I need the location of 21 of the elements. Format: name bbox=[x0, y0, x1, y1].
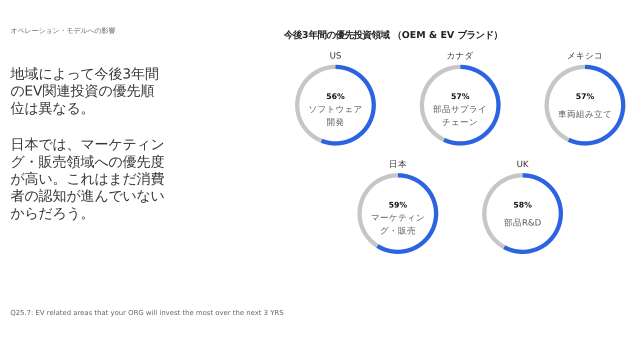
donut-slice bbox=[503, 173, 563, 254]
slice-label: 部品R&D bbox=[504, 218, 542, 229]
data-label: 57% bbox=[450, 92, 470, 102]
text: 地域によって今後3年間のEV関連投資の優先順位は異なる。 bbox=[9, 66, 160, 117]
donut-slice bbox=[568, 64, 626, 146]
slice-label: マーケティング・販売 bbox=[370, 213, 425, 236]
chart-title: メキシコ bbox=[566, 52, 603, 62]
chart-title: US bbox=[330, 52, 342, 62]
slice-label: 車両組み立て bbox=[558, 109, 612, 120]
chart-title: 日本 bbox=[388, 159, 407, 170]
slice-label: ソフトウェア開発 bbox=[308, 105, 362, 128]
slice-label: 部品サプライチェーン bbox=[433, 104, 488, 128]
text: 日本では、マーケティング・販売領域への優先度が高い。これはまだ消費者の認知が進んでいないからだろう。 bbox=[10, 137, 164, 222]
data-label: 58% bbox=[513, 200, 532, 210]
data-label: 59% bbox=[388, 200, 408, 210]
donut-slice bbox=[443, 64, 501, 146]
chart-title: カナダ bbox=[446, 50, 475, 62]
data-label: 56% bbox=[326, 92, 345, 102]
data-label: 57% bbox=[576, 92, 594, 102]
text: 今後3年間の優先投資領域 （OEM & EV ブランド） bbox=[282, 30, 503, 42]
chart-title: UK bbox=[516, 160, 529, 170]
